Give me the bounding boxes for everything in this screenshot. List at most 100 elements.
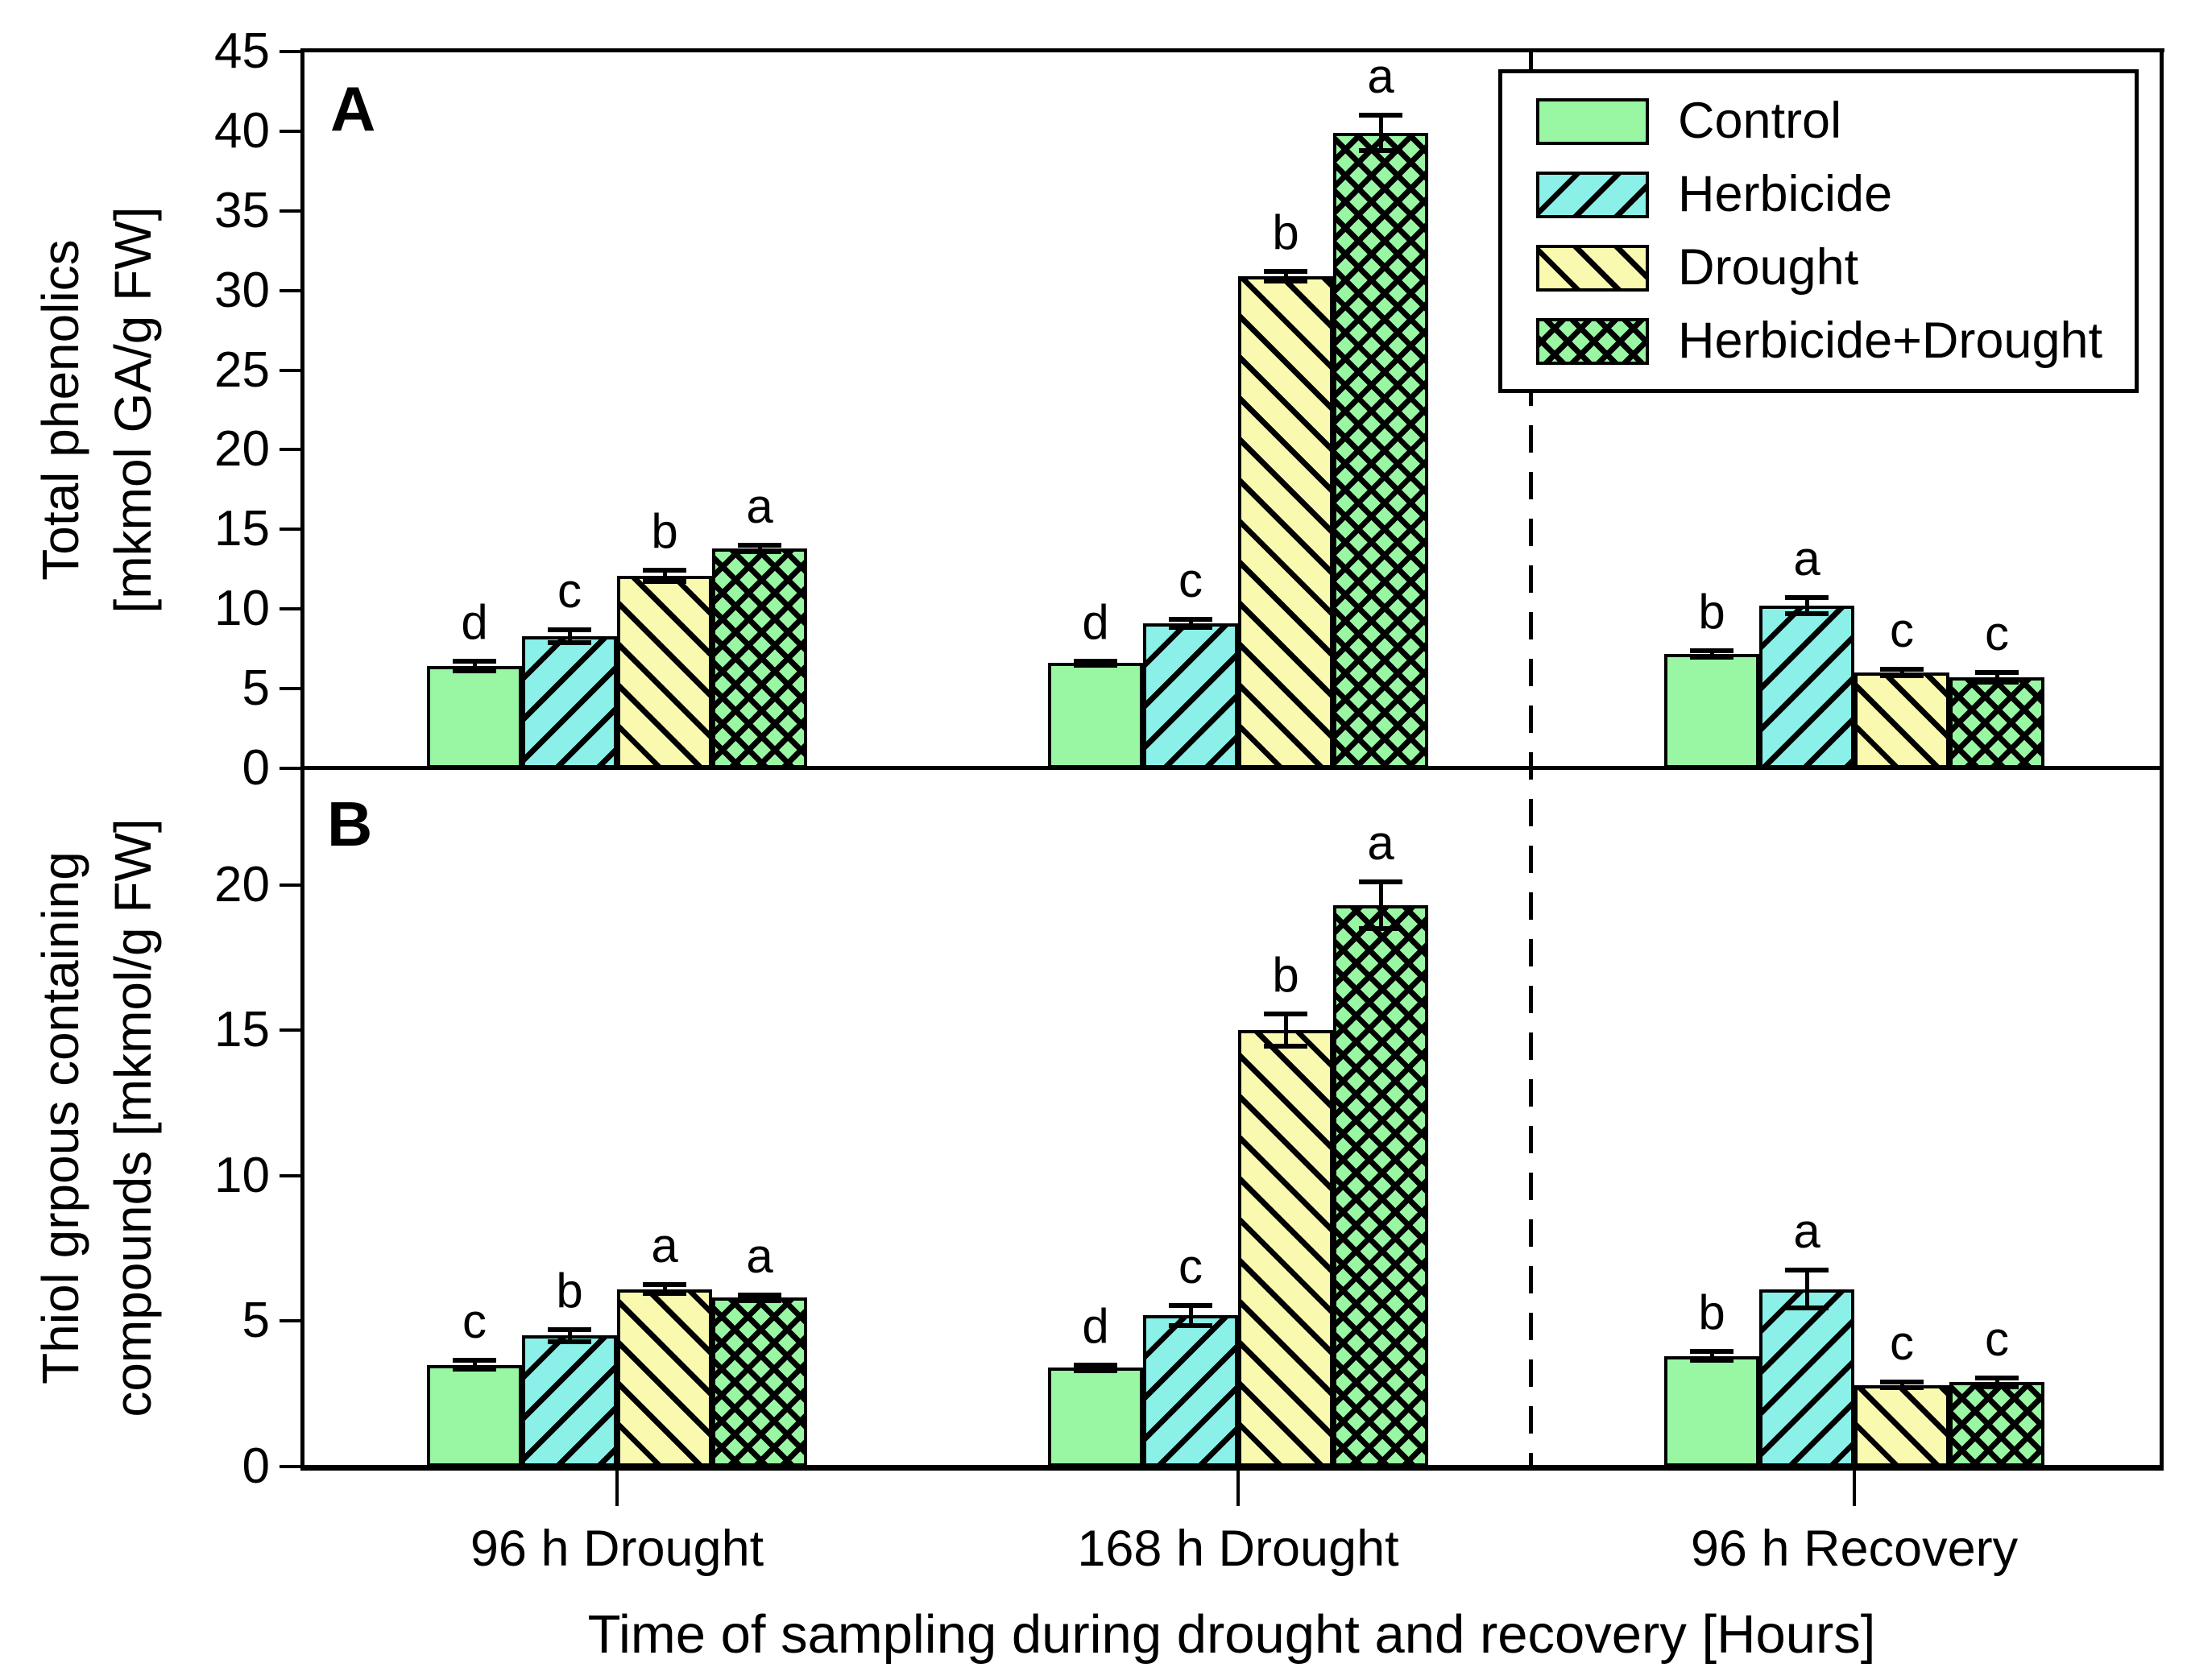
significance-letter: c	[1890, 1316, 1914, 1371]
error-bar-cap-bottom	[1880, 1385, 1924, 1391]
bar-control-group1	[427, 1365, 522, 1467]
bar-herbicide-group1	[522, 1335, 617, 1467]
panel-a-y-tick-label-15: 15	[214, 501, 270, 557]
error-bar-line	[757, 1294, 762, 1301]
error-bar-cap-bottom	[643, 578, 686, 584]
error-bar-line	[757, 545, 762, 552]
error-bar-cap-bottom	[1975, 680, 2019, 685]
x-tick-label-group3: 96 h Recovery	[1690, 1521, 2019, 1577]
error-bar-cap-bottom	[548, 639, 591, 645]
bar-control-group2	[1048, 663, 1143, 768]
bar-herbicide-group2	[1143, 623, 1238, 768]
bar-herbicide-drought-group2	[1333, 133, 1428, 768]
error-bar-cap-bottom	[1880, 673, 1924, 679]
error-bar-cap-top	[643, 1282, 686, 1288]
panel-b-y-tick-label-5: 5	[242, 1293, 270, 1349]
bar-control-group1	[427, 666, 522, 768]
error-bar-line	[1378, 115, 1383, 151]
error-bar-cap-bottom	[1785, 611, 1829, 617]
x-tick-group1	[615, 1471, 619, 1506]
error-bar-cap-bottom	[1074, 663, 1117, 668]
panel-a-y-tick-label-30: 30	[214, 262, 270, 318]
panel-a-y-tick-label-35: 35	[214, 182, 270, 238]
x-axis-line	[300, 1465, 2164, 1471]
panel-b-y-axis-title-line1: Thiol grpous containing	[31, 851, 89, 1384]
panel-a-y-tick-30	[280, 288, 300, 292]
legend-box: Control Herbicide Drought Herbicide+Drought	[1498, 69, 2139, 393]
error-bar-cap-bottom	[1169, 624, 1212, 630]
panel-a-y-tick-15	[280, 528, 300, 532]
error-bar-cap-bottom	[1359, 147, 1402, 153]
error-bar-cap-top	[453, 659, 496, 664]
error-bar-cap-top	[453, 1358, 496, 1363]
panel-a-y-tick-label-5: 5	[242, 660, 270, 717]
panel-b-y-axis-title-line2: compounds [mkmol/g FW]	[104, 818, 162, 1417]
bar-herbicide-drought-group1	[712, 1297, 807, 1467]
error-bar-line	[1283, 271, 1288, 281]
legend-item-herbicide-drought: Herbicide+Drought	[1536, 316, 2135, 366]
panel-b-y-tick-label-10: 10	[214, 1147, 270, 1203]
error-bar-line	[1804, 1270, 1809, 1309]
error-bar-line	[1804, 598, 1809, 614]
panel-a-y-tick-5	[280, 687, 300, 691]
error-bar-line	[567, 629, 572, 643]
significance-letter: c	[1890, 603, 1914, 658]
significance-letter: c	[1178, 1239, 1203, 1293]
error-bar-line	[1994, 1377, 1999, 1387]
bar-herbicide-drought-group2	[1333, 905, 1428, 1467]
legend-label: Herbicide	[1678, 166, 1893, 222]
error-bar-cap-bottom	[453, 668, 496, 674]
error-bar-cap-top	[1975, 1375, 2019, 1380]
error-bar-cap-bottom	[1359, 925, 1402, 931]
green-crosshatch-swatch	[1536, 317, 1649, 365]
error-bar-cap-top	[548, 1327, 591, 1333]
bar-herbicide-drought-group1	[712, 548, 807, 768]
panel-a-plot-area: 0 5 10 15 20 25 30 35 40 45 d d b c c a b b c a a c	[214, 27, 2161, 793]
panel-a-y-tick-45	[280, 50, 300, 53]
significance-letter: a	[1793, 532, 1820, 586]
error-bar-cap-top	[1785, 1268, 1829, 1273]
error-bar-cap-top	[1264, 1012, 1307, 1017]
plot-frame-top	[300, 48, 2164, 52]
bar-drought-group3	[1854, 672, 1949, 768]
panel-b-y-tick-0	[280, 1465, 300, 1468]
panel-b-y-tick-label-0: 0	[242, 1438, 270, 1494]
panel-a-y-tick-10	[280, 607, 300, 611]
error-bar-cap-bottom	[453, 1366, 496, 1372]
bar-herbicide-group3	[1759, 1289, 1854, 1467]
significance-letter: d	[1082, 1298, 1109, 1353]
error-bar-cap-bottom	[1264, 1043, 1307, 1049]
error-bar-line	[1093, 1364, 1098, 1371]
panel-b-plot-area: 0 5 10 15 20 c d b b c a a b c a a c	[214, 768, 2161, 1492]
significance-letter: a	[1367, 815, 1394, 870]
panel-b-y-axis-title: Thiol grpous containing compounds [mkmol…	[24, 675, 169, 1561]
error-bar-line	[1188, 619, 1193, 627]
bar-drought-group2	[1238, 1030, 1333, 1467]
panel-b-y-tick-20	[280, 883, 300, 887]
legend-label: Drought	[1678, 239, 1859, 296]
error-bar-cap-bottom	[1690, 1358, 1733, 1363]
x-tick-label-group2: 168 h Drought	[1077, 1521, 1399, 1577]
error-bar-cap-bottom	[1975, 1384, 2019, 1389]
error-bar-line	[1283, 1014, 1288, 1046]
panel-a-y-tick-35	[280, 209, 300, 213]
panel-a-y-tick-label-0: 0	[242, 740, 270, 796]
x-tick-group3	[1853, 1471, 1856, 1506]
error-bar-cap-top	[1359, 113, 1402, 118]
error-bar-cap-top	[1264, 268, 1307, 274]
error-bar-line	[662, 1285, 667, 1294]
panel-a-y-tick-20	[280, 448, 300, 452]
error-bar-line	[1899, 1382, 1904, 1388]
panel-a-y-tick-label-10: 10	[214, 581, 270, 637]
panel-a-y-tick-0	[280, 767, 300, 770]
error-bar-cap-top	[738, 1292, 781, 1297]
error-bar-cap-bottom	[1169, 1322, 1212, 1328]
significance-letter: c	[1178, 553, 1203, 608]
error-bar-cap-bottom	[1074, 1368, 1117, 1373]
significance-letter: a	[746, 479, 773, 534]
error-bar-cap-top	[1690, 648, 1733, 653]
error-bar-line	[567, 1330, 572, 1342]
yellow-back-hatch-swatch	[1536, 244, 1649, 292]
panel-a-y-tick-25	[280, 368, 300, 372]
